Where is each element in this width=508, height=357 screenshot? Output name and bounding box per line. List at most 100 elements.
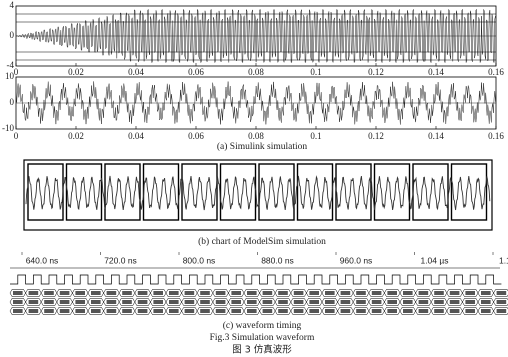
x-tick-label: 0.04 [128,67,144,77]
bus-glyph [418,300,429,304]
bus-glyph [215,309,226,313]
bus-glyph [169,300,179,304]
bus-glyph [122,291,132,295]
bus-glyph [106,300,117,304]
y-tick-label: -4 [7,60,15,70]
bus-glyph [75,300,85,304]
bus-glyph [481,300,491,304]
modelsim-wave [25,175,491,211]
bus-glyph [169,309,179,313]
x-tick-label: 0.08 [248,131,264,141]
bus-glyph [418,291,429,295]
bus-glyph [496,309,507,313]
caption-b: (b) chart of ModelSim simulation [198,236,326,247]
segment-box [335,163,372,221]
bus-glyph [13,300,23,304]
time-label: 640.0 ns [26,255,59,265]
bus-glyph [231,300,241,304]
bus-glyph [262,291,273,295]
time-label: 960.0 ns [340,255,373,265]
segment-box [104,163,141,221]
bus-glyph [153,309,163,313]
bus-glyph [340,309,351,313]
bus-glyph [44,309,54,313]
x-tick-label: 0.08 [248,67,264,77]
bus-glyph [153,300,163,304]
bus-glyph [28,300,39,304]
y-tick-label: 0 [10,30,15,40]
x-tick-label: 0.12 [368,67,384,77]
bus-cell [493,289,508,297]
bus-glyph [387,291,397,295]
bus-glyph [434,291,444,295]
bus-glyph [465,291,475,295]
x-tick-label: 0.12 [368,131,384,141]
bus-glyph [325,291,335,295]
bus-glyph [91,291,101,295]
bus-glyph [293,300,304,304]
bus-glyph [59,291,70,295]
time-label: 720.0 ns [104,255,137,265]
waveform [15,81,496,125]
x-tick-label: 0.14 [428,131,444,141]
bus-glyph [28,291,39,295]
bus-glyph [184,309,195,313]
bus-glyph [262,300,273,304]
bus-glyph [449,309,460,313]
bus-glyph [184,291,195,295]
modelsim-frame [23,159,493,231]
bus-glyph [403,309,413,313]
bus-glyph [122,300,132,304]
y-tick-label: 10 [5,71,15,81]
bus-glyph [356,309,366,313]
bus-glyph [44,300,54,304]
x-tick-label: 0 [14,67,19,77]
bus-glyph [293,291,304,295]
bus-glyph [262,309,273,313]
bus-glyph [418,309,429,313]
bus-glyph [247,309,257,313]
time-label: 1.04 µs [420,255,448,265]
x-tick-label: 0.16 [488,67,504,77]
bus-glyph [28,309,39,313]
bus-glyph [106,309,117,313]
bus-cell [493,298,508,306]
bus-glyph [122,309,132,313]
bus-glyph [278,300,288,304]
bus-glyph [481,291,491,295]
figure-caption-en: Fig.3 Simulation waveform [210,332,315,343]
bus-glyph [449,291,460,295]
bus-glyph [13,291,23,295]
bus-glyph [465,300,475,304]
bus-glyph [340,300,351,304]
bus-glyph [309,291,319,295]
bus-glyph [200,291,210,295]
bus-glyph [356,300,366,304]
bus-glyph [371,291,382,295]
bus-glyph [44,291,54,295]
bus-glyph [91,300,101,304]
bus-glyph [75,291,85,295]
y-tick-label: 0 [10,97,15,107]
x-tick-label: 0.06 [188,67,204,77]
segment-box [373,163,411,221]
x-tick-label: 0.02 [68,67,84,77]
bus-glyph [434,309,444,313]
bus-glyph [434,300,444,304]
bus-glyph [59,309,70,313]
bus-glyph [387,309,397,313]
x-tick-label: 0.1 [310,131,321,141]
bus-glyph [13,309,23,313]
segment-box [142,163,180,221]
bus-glyph [371,300,382,304]
bus-glyph [403,300,413,304]
x-tick-label: 0.14 [428,67,444,77]
bus-glyph [184,300,195,304]
bus-glyph [91,309,101,313]
bus-glyph [481,309,491,313]
bus-glyph [137,309,148,313]
bus-glyph [215,291,226,295]
x-tick-label: 0.1 [310,67,321,77]
bus-glyph [247,300,257,304]
bus-glyph [247,291,257,295]
